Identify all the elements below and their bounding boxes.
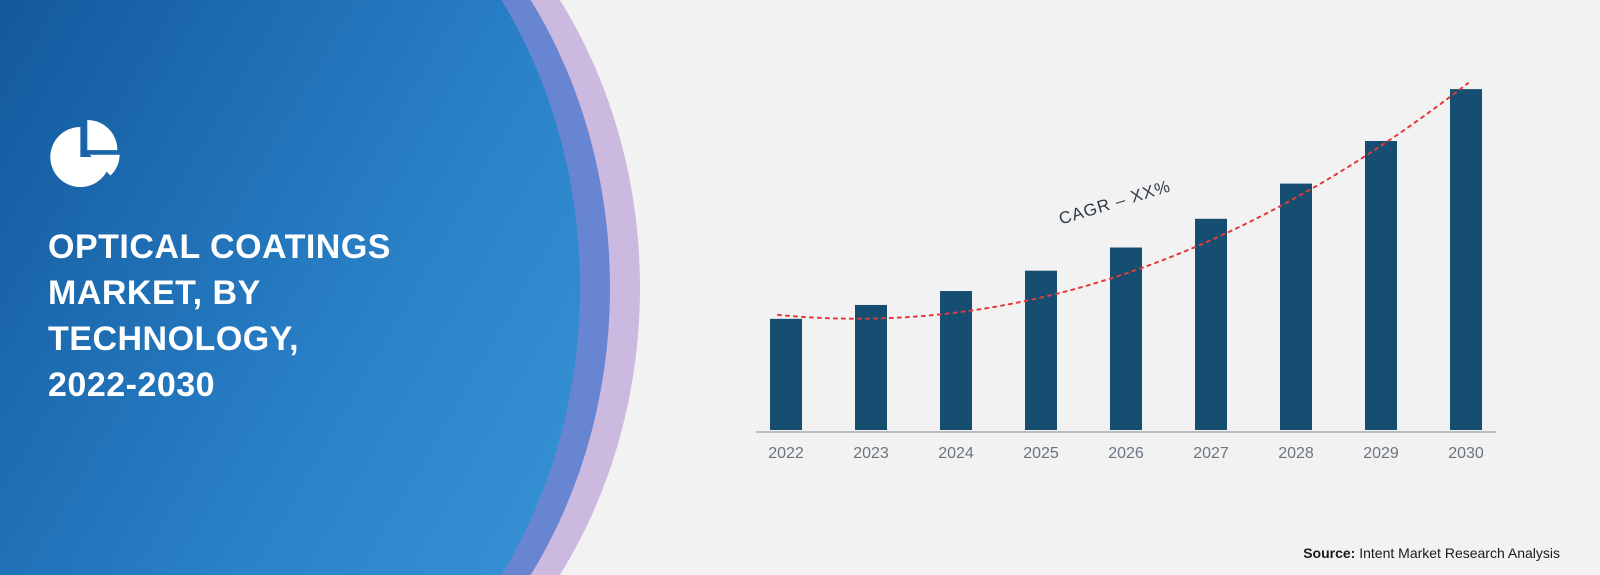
x-axis-label: 2022	[768, 445, 804, 462]
bar	[770, 319, 802, 430]
chart-svg: 2022 2023 2024 2025 2026 2027 2028 2029 2030 CAGR…	[740, 70, 1520, 490]
left-panel: OPTICAL COATINGS MARKET, BY TECHNOLOGY, …	[48, 120, 508, 409]
x-axis-label: 2025	[1023, 445, 1059, 462]
title-line-1: OPTICAL COATINGS	[48, 225, 508, 271]
x-axis-label: 2024	[938, 445, 974, 462]
bar	[1025, 271, 1057, 430]
title-block: OPTICAL COATINGS MARKET, BY TECHNOLOGY, …	[48, 225, 508, 409]
bar-chart: 2022 2023 2024 2025 2026 2027 2028 2029 2030 CAGR…	[740, 70, 1520, 490]
x-axis-label: 2029	[1363, 445, 1399, 462]
source-attribution: Source: Intent Market Research Analysis	[1303, 545, 1560, 561]
x-axis-label: 2030	[1448, 445, 1484, 462]
bar	[1195, 219, 1227, 430]
x-axis-label: 2027	[1193, 445, 1229, 462]
bar	[1450, 89, 1482, 430]
source-text: Intent Market Research Analysis	[1359, 545, 1560, 561]
title-line-2: MARKET, BY TECHNOLOGY,	[48, 271, 508, 363]
infographic-stage: OPTICAL COATINGS MARKET, BY TECHNOLOGY, …	[0, 0, 1600, 575]
pie-chart-icon	[48, 120, 122, 194]
bar	[855, 305, 887, 430]
title-line-3: 2022-2030	[48, 363, 508, 409]
bar	[1280, 184, 1312, 430]
bar	[1365, 141, 1397, 430]
cagr-label: CAGR – XX%	[1057, 177, 1173, 229]
x-axis-label: 2026	[1108, 445, 1144, 462]
bar	[1110, 248, 1142, 430]
x-axis-label: 2028	[1278, 445, 1314, 462]
x-axis-label: 2023	[853, 445, 889, 462]
source-prefix: Source:	[1303, 545, 1355, 561]
